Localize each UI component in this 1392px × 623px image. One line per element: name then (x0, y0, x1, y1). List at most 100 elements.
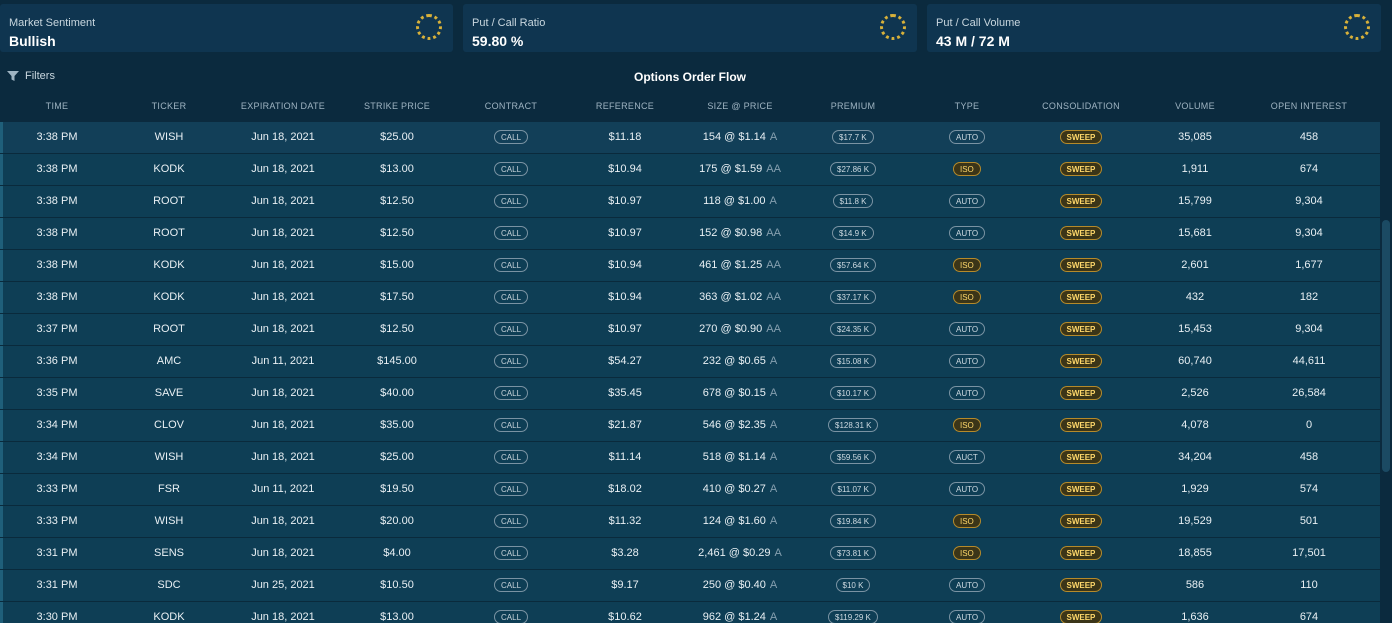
column-header[interactable]: REFERENCE (595, 101, 655, 111)
cell-size-price: 962 @ $1.24 A (675, 611, 805, 623)
type-badge: AUTO (949, 130, 986, 144)
cell-open-interest: 17,501 (1292, 547, 1326, 559)
table-row[interactable]: 3:33 PM FSR Jun 11, 2021 $19.50 CALL $18.02 41… (0, 474, 1380, 506)
card-value: 43 M / 72 M (936, 33, 1010, 49)
table-row[interactable]: 3:38 PM KODK Jun 18, 2021 $13.00 CALL $10.94 1… (0, 154, 1380, 186)
table-row[interactable]: 3:38 PM KODK Jun 18, 2021 $15.00 CALL $10.94 4… (0, 250, 1380, 282)
column-header[interactable]: CONSOLIDATION (1042, 101, 1120, 111)
page-title: Options Order Flow (633, 70, 746, 84)
table-row[interactable]: 3:37 PM ROOT Jun 18, 2021 $12.50 CALL $10.97 2… (0, 314, 1380, 346)
side-indicator: A (769, 483, 778, 495)
cell-strike: $40.00 (380, 387, 414, 399)
column-header[interactable]: PREMIUM (830, 101, 876, 111)
premium-badge: $10 K (835, 578, 871, 592)
cell-time: 3:38 PM (36, 227, 78, 239)
cell-reference: $10.97 (608, 195, 642, 207)
table-row[interactable]: 3:38 PM WISH Jun 18, 2021 $25.00 CALL $11.18 1… (0, 122, 1380, 154)
column-header[interactable]: TICKER (151, 101, 187, 111)
cell-expiration: Jun 18, 2021 (251, 131, 315, 143)
column-header[interactable]: EXPIRATION DATE (240, 101, 326, 111)
cell-time: 3:37 PM (36, 323, 78, 335)
premium-badge: $119.29 K (828, 610, 878, 623)
type-badge: ISO (953, 418, 981, 432)
table-row[interactable]: 3:30 PM KODK Jun 18, 2021 $13.00 CALL $10.62 9… (0, 602, 1380, 623)
side-indicator: A (769, 515, 778, 527)
cell-ticker: ROOT (153, 227, 185, 239)
size-price: 270 @ $0.90 (699, 323, 763, 335)
table-row[interactable]: 3:36 PM AMC Jun 11, 2021 $145.00 CALL $54.27 2… (0, 346, 1380, 378)
cell-open-interest: 458 (1299, 451, 1319, 463)
contract-badge: CALL (494, 258, 529, 272)
row-accent (0, 282, 3, 313)
cell-open-interest: 182 (1299, 291, 1319, 303)
cell-ticker: ROOT (153, 323, 185, 335)
scrollbar[interactable] (1380, 96, 1392, 623)
cell-ticker: SAVE (154, 387, 184, 399)
consolidation-badge: SWEEP (1059, 354, 1103, 368)
side-indicator: AA (766, 291, 781, 303)
side-indicator: AA (766, 227, 781, 239)
contract-badge: CALL (494, 546, 529, 560)
row-accent (0, 538, 3, 569)
cell-strike: $4.00 (383, 547, 411, 559)
contract-badge: CALL (494, 418, 529, 432)
contract-badge: CALL (494, 322, 529, 336)
column-header[interactable]: STRIKE PRICE (363, 101, 431, 111)
cell-reference: $3.28 (611, 547, 639, 559)
table-header: TIME TICKER EXPIRATION DATE STRIKE PRICE CON… (0, 96, 1380, 118)
row-accent (0, 570, 3, 601)
row-accent (0, 314, 3, 345)
column-header[interactable]: TIME (45, 101, 69, 111)
cell-expiration: Jun 11, 2021 (251, 355, 315, 367)
premium-badge: $37.17 K (830, 290, 877, 304)
row-accent (0, 442, 3, 473)
table-row[interactable]: 3:38 PM ROOT Jun 18, 2021 $12.50 CALL $10.97 1… (0, 218, 1380, 250)
table-row[interactable]: 3:34 PM CLOV Jun 18, 2021 $35.00 CALL $21.87 5… (0, 410, 1380, 442)
table-row[interactable]: 3:34 PM WISH Jun 18, 2021 $25.00 CALL $11.14 5… (0, 442, 1380, 474)
table-row[interactable]: 3:33 PM WISH Jun 18, 2021 $20.00 CALL $11.32 1… (0, 506, 1380, 538)
contract-badge: CALL (494, 514, 529, 528)
cell-expiration: Jun 18, 2021 (251, 547, 315, 559)
table-row[interactable]: 3:35 PM SAVE Jun 18, 2021 $40.00 CALL $35.45 6… (0, 378, 1380, 410)
cell-open-interest: 1,677 (1295, 259, 1323, 271)
side-indicator: A (769, 131, 778, 143)
table-row[interactable]: 3:31 PM SENS Jun 18, 2021 $4.00 CALL $3.28 2,4… (0, 538, 1380, 570)
ring-gauge-icon (1344, 14, 1370, 40)
cell-size-price: 363 @ $1.02 AA (675, 291, 805, 303)
column-header[interactable]: TYPE (954, 101, 980, 111)
size-price: 124 @ $1.60 (702, 515, 766, 527)
cell-time: 3:38 PM (36, 163, 78, 175)
cell-volume: 4,078 (1181, 419, 1209, 431)
contract-badge: CALL (494, 226, 529, 240)
filters-button[interactable]: Filters (7, 70, 55, 82)
scrollbar-thumb[interactable] (1382, 220, 1390, 472)
size-price: 962 @ $1.24 (702, 611, 766, 623)
table-row[interactable]: 3:38 PM ROOT Jun 18, 2021 $12.50 CALL $10.97 1… (0, 186, 1380, 218)
cell-volume: 18,855 (1178, 547, 1212, 559)
filter-icon (7, 71, 19, 81)
side-indicator: A (769, 611, 778, 623)
type-badge: ISO (953, 514, 981, 528)
cell-ticker: AMC (156, 355, 182, 367)
cell-reference: $10.62 (608, 611, 642, 623)
consolidation-badge: SWEEP (1059, 610, 1103, 623)
column-header[interactable]: CONTRACT (484, 101, 538, 111)
cell-volume: 15,453 (1178, 323, 1212, 335)
column-header[interactable]: VOLUME (1175, 101, 1215, 111)
cell-time: 3:34 PM (36, 451, 78, 463)
cell-volume: 2,526 (1181, 387, 1209, 399)
consolidation-badge: SWEEP (1059, 546, 1103, 560)
cell-size-price: 546 @ $2.35 A (675, 419, 805, 431)
cell-volume: 15,681 (1178, 227, 1212, 239)
row-accent (0, 186, 3, 217)
cell-reference: $11.32 (608, 515, 642, 527)
contract-badge: CALL (494, 386, 529, 400)
cell-reference: $10.97 (608, 227, 642, 239)
cell-reference: $35.45 (608, 387, 642, 399)
column-header[interactable]: OPEN INTEREST (1270, 101, 1348, 111)
table-row[interactable]: 3:38 PM KODK Jun 18, 2021 $17.50 CALL $10.94 3… (0, 282, 1380, 314)
column-header[interactable]: SIZE @ PRICE (707, 101, 773, 111)
table-row[interactable]: 3:31 PM SDC Jun 25, 2021 $10.50 CALL $9.17 250… (0, 570, 1380, 602)
size-price: 175 @ $1.59 (699, 163, 763, 175)
premium-badge: $10.17 K (830, 386, 877, 400)
